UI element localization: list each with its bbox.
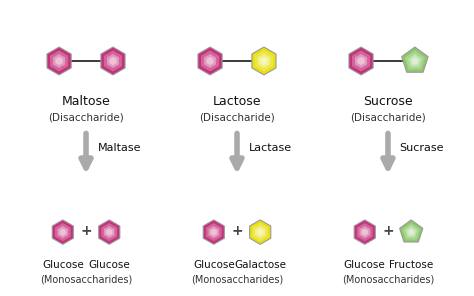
Text: Glucose: Glucose (344, 260, 386, 270)
Text: (Disaccharide): (Disaccharide) (199, 112, 275, 123)
Polygon shape (255, 226, 265, 238)
Polygon shape (252, 223, 268, 241)
Text: Glucose: Glucose (88, 260, 130, 270)
Polygon shape (401, 47, 428, 72)
Text: Sucrose: Sucrose (363, 95, 413, 108)
Polygon shape (250, 220, 271, 244)
Polygon shape (101, 47, 125, 75)
Text: (Monosaccharides): (Monosaccharides) (191, 275, 283, 285)
Polygon shape (405, 226, 417, 237)
Text: Glucose: Glucose (42, 260, 84, 270)
Text: (Disaccharide): (Disaccharide) (48, 112, 124, 123)
Text: +: + (382, 224, 394, 238)
Text: Lactose: Lactose (213, 95, 261, 108)
Polygon shape (203, 220, 224, 244)
Polygon shape (210, 229, 217, 236)
Text: (Disaccharide): (Disaccharide) (350, 112, 426, 123)
Polygon shape (349, 47, 373, 75)
Polygon shape (357, 223, 373, 241)
Polygon shape (55, 57, 63, 65)
Polygon shape (411, 57, 419, 64)
Polygon shape (198, 47, 222, 75)
Polygon shape (104, 226, 115, 238)
Polygon shape (257, 229, 264, 236)
Polygon shape (352, 51, 370, 71)
Polygon shape (207, 57, 214, 65)
Polygon shape (204, 54, 216, 68)
Text: Galactose: Galactose (234, 260, 286, 270)
Polygon shape (50, 51, 68, 71)
Polygon shape (209, 226, 219, 238)
Polygon shape (109, 57, 117, 65)
Text: Fructose: Fructose (389, 260, 433, 270)
Polygon shape (359, 226, 370, 238)
Polygon shape (354, 220, 375, 244)
Polygon shape (400, 220, 423, 242)
Text: Glucose: Glucose (193, 260, 235, 270)
Polygon shape (52, 220, 73, 244)
Polygon shape (408, 54, 421, 67)
Text: Sucrase: Sucrase (400, 143, 444, 153)
Text: +: + (231, 224, 243, 238)
Polygon shape (53, 54, 65, 68)
Polygon shape (201, 51, 219, 71)
Polygon shape (106, 229, 112, 236)
Polygon shape (258, 54, 270, 68)
Polygon shape (255, 51, 273, 71)
Text: (Monosaccharides): (Monosaccharides) (40, 275, 132, 285)
Polygon shape (206, 223, 222, 241)
Polygon shape (99, 220, 120, 244)
Polygon shape (60, 229, 66, 236)
Polygon shape (57, 226, 68, 238)
Polygon shape (402, 223, 420, 239)
Polygon shape (252, 47, 276, 75)
Text: Maltase: Maltase (98, 143, 141, 153)
Polygon shape (47, 47, 71, 75)
Polygon shape (405, 51, 425, 70)
Polygon shape (107, 54, 119, 68)
Text: +: + (80, 224, 92, 238)
Polygon shape (355, 54, 367, 68)
Polygon shape (55, 223, 71, 241)
Text: Maltose: Maltose (62, 95, 110, 108)
Polygon shape (362, 229, 368, 236)
Text: Lactase: Lactase (248, 143, 292, 153)
Polygon shape (260, 57, 267, 65)
Polygon shape (104, 51, 122, 71)
Polygon shape (357, 57, 365, 65)
Polygon shape (101, 223, 117, 241)
Polygon shape (408, 229, 415, 235)
Text: (Monosaccharides): (Monosaccharides) (342, 275, 434, 285)
